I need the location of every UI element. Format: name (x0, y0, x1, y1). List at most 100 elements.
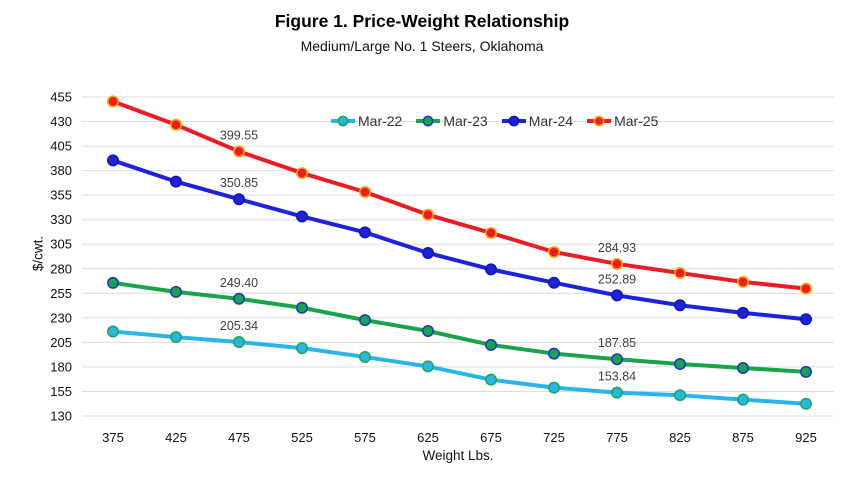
y-tick-label: 355 (50, 188, 72, 203)
data-point-label: 284.93 (598, 241, 636, 255)
data-point-marker (736, 393, 749, 406)
x-tick-label: 475 (228, 430, 250, 445)
data-point-marker (799, 397, 812, 410)
data-point-label: 350.85 (220, 176, 258, 190)
data-point-marker (107, 276, 120, 289)
y-tick-label: 205 (50, 335, 72, 350)
y-tick-label: 130 (50, 409, 72, 424)
data-point-marker (358, 226, 371, 239)
series-line (111, 99, 808, 291)
data-point-marker (484, 263, 497, 276)
y-tick-label: 280 (50, 261, 72, 276)
data-point-marker (107, 95, 120, 108)
data-point-marker (547, 276, 560, 289)
legend-label: Mar-22 (358, 113, 403, 129)
y-tick-label: 230 (50, 310, 72, 325)
data-point-marker (799, 365, 812, 378)
data-point-marker (295, 301, 308, 314)
x-axis-title: Weight Lbs. (422, 448, 494, 463)
data-point-marker (610, 257, 623, 270)
legend-label: Mar-25 (614, 113, 659, 129)
chart-subtitle: Medium/Large No. 1 Steers, Oklahoma (300, 38, 544, 54)
data-point-marker (233, 145, 246, 158)
y-tick-label: 255 (50, 286, 72, 301)
data-point-marker (107, 325, 120, 338)
series-mar-22: 205.34 153.84 (107, 319, 812, 410)
data-point-marker (673, 266, 686, 279)
y-tick-label: 380 (50, 163, 72, 178)
chart-title: Figure 1. Price-Weight Relationship (274, 11, 570, 31)
data-point-label: 187.85 (598, 336, 636, 350)
y-axis-title: $/cwt. (30, 235, 46, 272)
data-point-marker (233, 336, 246, 349)
data-point-marker (107, 154, 120, 167)
data-point-marker (673, 299, 686, 312)
series-line (111, 280, 808, 374)
data-point-marker (547, 347, 560, 360)
data-point-marker (295, 210, 308, 223)
data-point-marker (295, 342, 308, 355)
x-tick-label: 375 (102, 430, 124, 445)
data-point-label: 205.34 (220, 319, 258, 333)
x-tick-label: 825 (669, 430, 691, 445)
data-point-marker (233, 292, 246, 305)
x-tick-label: 925 (795, 430, 817, 445)
x-tick-label: 625 (417, 430, 439, 445)
y-tick-label: 305 (50, 237, 72, 252)
data-point-marker (484, 373, 497, 386)
gridlines (82, 96, 834, 417)
data-point-marker (421, 208, 434, 221)
data-point-marker (673, 389, 686, 402)
legend-label: Mar-24 (528, 113, 574, 129)
legend-label: Mar-23 (443, 113, 488, 129)
line-marker-icon (587, 115, 612, 127)
data-point-marker (799, 282, 812, 295)
data-point-marker (736, 275, 749, 288)
data-point-marker (736, 362, 749, 375)
line-marker-icon (416, 115, 441, 127)
series-mar-23: 249.40 187.85 (107, 276, 812, 378)
data-point-marker (170, 331, 183, 344)
data-point-marker (610, 386, 623, 399)
y-tick-label: 155 (50, 384, 72, 399)
x-axis-tick-labels: 375 425 475 525 575 625 675 725 775 825 875 925 (102, 430, 817, 445)
data-point-marker (736, 306, 749, 319)
x-tick-label: 525 (291, 430, 313, 445)
series-mar-25: 399.55 284.93 (107, 95, 812, 295)
data-point-marker (358, 351, 371, 364)
y-tick-label: 330 (50, 212, 72, 227)
data-point-marker (421, 360, 434, 373)
data-point-marker (358, 314, 371, 327)
series-line (111, 329, 808, 406)
data-point-marker (547, 245, 560, 258)
data-point-label: 249.40 (220, 276, 258, 290)
y-tick-label: 180 (50, 359, 72, 374)
y-axis-tick-labels: 130 155 180 205 230 255 280 305 330 355 380 405 430 4… (50, 90, 72, 424)
data-point-marker (547, 381, 560, 394)
data-point-marker (170, 285, 183, 298)
data-point-marker (610, 289, 623, 302)
x-tick-label: 425 (165, 430, 187, 445)
data-point-marker (295, 167, 308, 180)
data-point-label: 153.84 (598, 370, 636, 384)
x-tick-label: 875 (732, 430, 754, 445)
data-point-marker (170, 175, 183, 188)
series-mar-24: 350.85 252.89 (107, 154, 812, 326)
series-line (111, 158, 808, 322)
chart-legend: Mar-22 Mar-23 Mar-24 Mar-25 (330, 113, 658, 129)
y-tick-label: 405 (50, 139, 72, 154)
data-point-marker (233, 193, 246, 206)
legend-item-mar-24: Mar-24 (501, 113, 573, 129)
data-point-marker (673, 357, 686, 370)
data-point-marker (484, 338, 497, 351)
y-tick-label: 430 (50, 114, 72, 129)
data-point-marker (170, 118, 183, 131)
legend-item-mar-23: Mar-23 (415, 113, 488, 129)
data-point-label: 399.55 (220, 128, 258, 142)
data-point-marker (421, 246, 434, 259)
data-point-marker (799, 313, 812, 326)
legend-item-mar-25: Mar-25 (586, 113, 658, 129)
data-point-marker (610, 353, 623, 366)
